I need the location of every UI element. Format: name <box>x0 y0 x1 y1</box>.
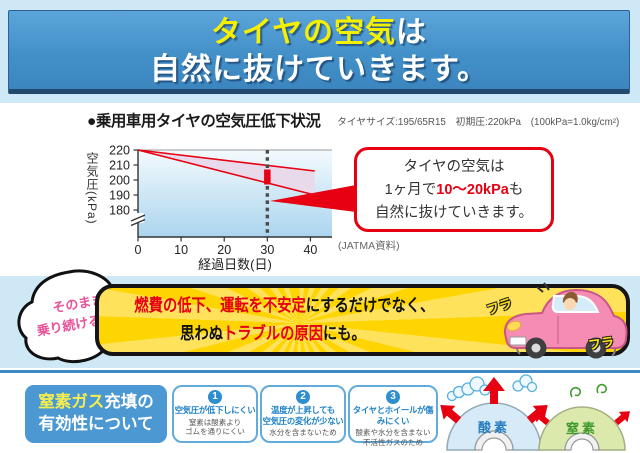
nitrogen-heading-line2: 有効性について <box>38 414 154 433</box>
svg-text:190: 190 <box>109 189 130 203</box>
svg-text:40: 40 <box>303 243 317 257</box>
callout-pointer <box>270 185 356 212</box>
benefit-card-3: 3 タイヤとホイールが傷みにくい 酸素や水分を含まない 不活性ガスのため <box>348 385 438 447</box>
warning-line1: 燃費の低下、運転を不安定にするだけでなく、 <box>134 296 435 315</box>
card-number-badge: 2 <box>296 390 310 404</box>
svg-text:30: 30 <box>260 243 274 257</box>
svg-text:経過日数(日): 経過日数(日) <box>198 257 272 272</box>
car-illustration <box>504 282 628 359</box>
chart-y-axis-label: 空気圧(kPa) <box>85 152 99 225</box>
callout-line3: 自然に抜けていきます。 <box>374 205 534 222</box>
header-title-line2: 自然に抜けていきます。 <box>150 53 488 86</box>
svg-text:20: 20 <box>217 243 231 257</box>
card-title: タイヤとホイールが傷みにくい <box>352 405 434 426</box>
wobble-text-2: フラ <box>587 334 616 353</box>
warning-banner-text: 燃費の低下、運転を不安定にするだけでなく、 思わぬトラブルの原因にも。 <box>108 292 438 347</box>
nitrogen-heading-line1: 窒素ガス充填の <box>38 393 154 411</box>
oxygen-label: 酸素 <box>478 420 510 435</box>
svg-text:180: 180 <box>109 204 130 218</box>
header-title-highlight: タイヤの空気 <box>210 16 397 49</box>
svg-text:10: 10 <box>174 243 188 257</box>
card-title: 空気圧が低下しにくい <box>174 405 256 415</box>
svg-text:210: 210 <box>109 159 130 173</box>
oxygen-tire: 酸素 <box>440 374 548 451</box>
warning-line2: 思わぬトラブルの原因にも。 <box>180 323 366 343</box>
section-divider-line <box>0 370 640 373</box>
benefit-card-2: 2 温度が上昇しても 空気圧の変化が少ない 水分を含まないため <box>260 385 346 443</box>
callout-line1: タイヤの空気は <box>403 159 505 175</box>
svg-text:220: 220 <box>109 144 130 158</box>
header-banner: タイヤの空気は 自然に抜けていきます。 <box>8 10 630 94</box>
svg-text:0: 0 <box>135 243 142 257</box>
header-title-line1: タイヤの空気は <box>9 14 629 51</box>
callout-pressure-value: 10〜20kPa <box>436 182 509 199</box>
card-number-badge: 3 <box>386 390 400 404</box>
pressure-callout: タイヤの空気は 1ヶ月で10〜20kPaも 自然に抜けていきます。 <box>354 147 554 232</box>
card-number-badge: 1 <box>208 390 222 404</box>
header-title-tail: は <box>396 16 428 49</box>
tire-comparison-illustration: 酸素 窒素 <box>440 374 631 451</box>
section-title: ●乗用車用タイヤの空気圧低下状況 <box>87 113 321 130</box>
callout-line2: 1ヶ月で10〜20kPaも <box>384 182 524 199</box>
benefit-card-1: 1 空気圧が低下しにくい 窒素は酸素より ゴムを通りにくい <box>172 385 258 443</box>
section-meta: タイヤサイズ:195/65R15 初期圧:220kPa (100kPa=1.0k… <box>337 117 620 128</box>
card-description: 水分を含まないため <box>269 428 337 437</box>
card-title: 温度が上昇しても 空気圧の変化が少ない <box>262 405 344 426</box>
nitrogen-tire: 窒素 <box>533 383 631 451</box>
svg-text:200: 200 <box>109 174 130 188</box>
card-description: 酸素や水分を含まない 不活性ガスのため <box>355 428 431 447</box>
card-description: 窒素は酸素より ゴムを通りにくい <box>185 417 245 437</box>
nitrogen-heading-box: 窒素ガス充填の 有効性について <box>25 385 167 443</box>
chart-source: (JATMA資料) <box>338 240 400 252</box>
nitrogen-label: 窒素 <box>566 421 598 436</box>
